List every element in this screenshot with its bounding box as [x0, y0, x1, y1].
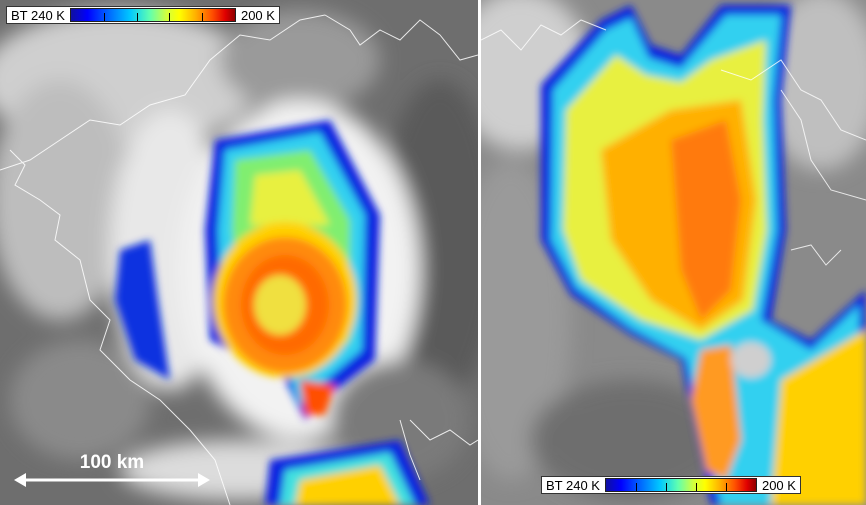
satellite-image-right — [481, 0, 866, 505]
colorbar-ramp — [604, 478, 757, 492]
colorbar-min-label: BT 240 K — [546, 477, 600, 493]
colorbar-tick — [136, 13, 138, 21]
colorbar-tick — [695, 483, 697, 491]
colorbar-tick — [103, 13, 105, 21]
colorbar-left: BT 240 K 200 K — [6, 6, 280, 24]
satellite-panel-left — [0, 0, 478, 505]
colorbar-max-label: 200 K — [240, 7, 275, 23]
colorbar-tick — [665, 483, 667, 491]
panel-divider — [478, 0, 481, 505]
scale-bar: 100 km — [14, 452, 210, 492]
colorbar-min-label: BT 240 K — [11, 7, 65, 23]
colorbar-tick — [169, 13, 171, 21]
scale-bar-arrow — [14, 473, 210, 487]
colorbar-tick — [725, 483, 727, 491]
colorbar-tick — [635, 483, 637, 491]
scale-bar-label: 100 km — [79, 452, 145, 473]
satellite-image-left — [0, 10, 478, 505]
colorbar-max-label: 200 K — [761, 477, 796, 493]
colorbar-ramp — [69, 8, 236, 22]
satellite-panel-right — [481, 0, 866, 505]
colorbar-tick — [202, 13, 204, 21]
colorbar-right: BT 240 K 200 K — [541, 476, 801, 494]
